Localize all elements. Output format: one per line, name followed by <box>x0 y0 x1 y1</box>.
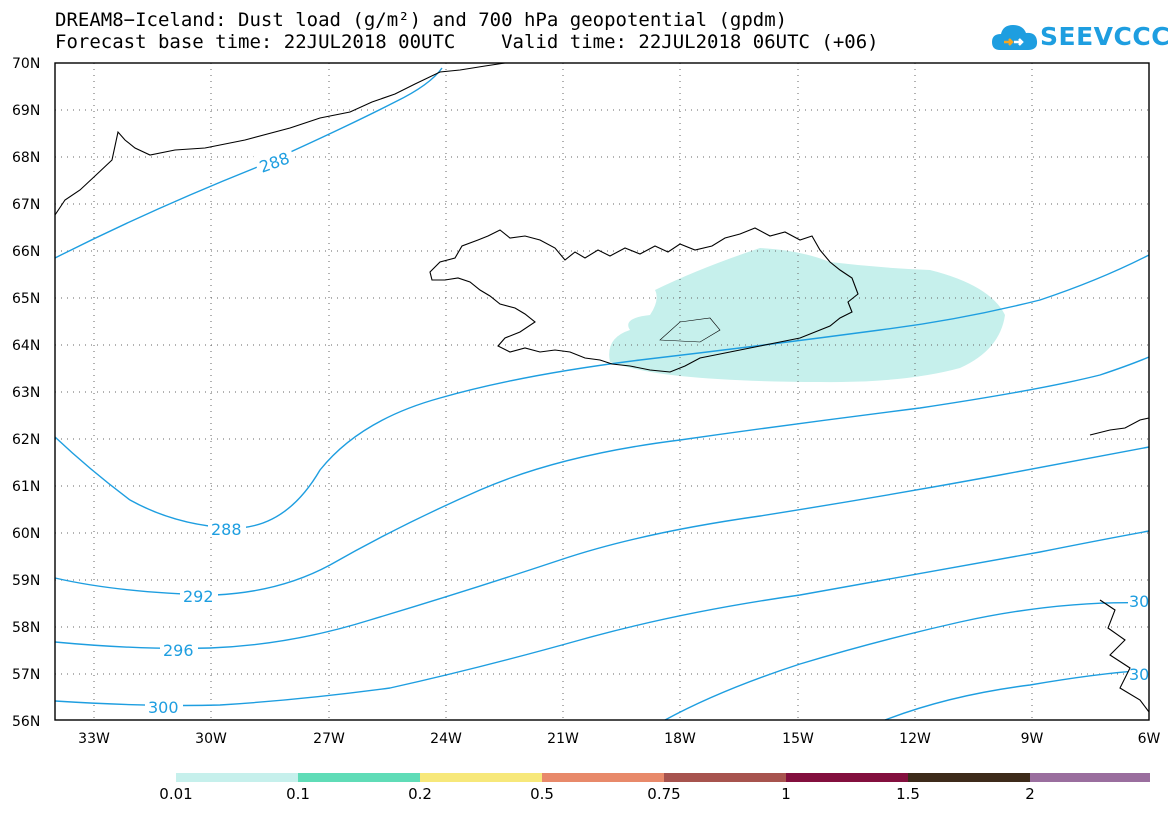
lat-label: 57N <box>12 667 40 683</box>
colorbar-swatch <box>908 773 1030 782</box>
lat-label: 67N <box>12 197 40 213</box>
lon-label: 21W <box>547 731 579 747</box>
lat-label: 56N <box>12 714 40 730</box>
colorbar-swatch <box>542 773 664 782</box>
contour-label: 292 <box>183 587 214 606</box>
colorbar-label: 1 <box>781 785 791 803</box>
graticule <box>55 63 1149 720</box>
cloud-logo-icon <box>992 25 1038 50</box>
lon-label: 15W <box>782 731 814 747</box>
colorbar-label: 2 <box>1025 785 1035 803</box>
map-title: DREAM8−Iceland: Dust load (g/m²) and 700… <box>55 9 788 31</box>
colorbar-swatch <box>420 773 542 782</box>
colorbar-swatch <box>664 773 786 782</box>
greenland-coast <box>54 62 506 216</box>
lat-label: 64N <box>12 338 40 354</box>
lat-label: 69N <box>12 103 40 119</box>
colorbar-swatch <box>176 773 298 782</box>
lat-label: 59N <box>12 573 40 589</box>
lat-label: 62N <box>12 432 40 448</box>
contour-label: 300 <box>148 698 179 717</box>
iceland-coast <box>429 227 859 373</box>
lon-label: 33W <box>78 731 110 747</box>
logo-text: SEEVCCC <box>1040 22 1171 51</box>
dust-area <box>609 248 1005 383</box>
lon-label: 12W <box>899 731 931 747</box>
contour-labels: 288 288 292 296 300 30 30 <box>145 144 1149 717</box>
map-subtitle: Forecast base time: 22JUL2018 00UTC Vali… <box>55 31 879 53</box>
latitude-labels: 70N 69N 68N 67N 66N 65N 64N 63N 62N 61N … <box>12 56 40 730</box>
colorbar-labels: 0.01 0.1 0.2 0.5 0.75 1 1.5 2 <box>159 785 1034 803</box>
colorbar-label: 0.75 <box>647 785 680 803</box>
colorbar-label: 0.1 <box>286 785 310 803</box>
contour-label: 30 <box>1129 592 1149 611</box>
lon-label: 6W <box>1138 731 1161 747</box>
lon-label: 24W <box>430 731 462 747</box>
colorbar-swatch <box>298 773 420 782</box>
lat-label: 65N <box>12 291 40 307</box>
coastlines <box>54 62 1150 713</box>
colorbar-label: 1.5 <box>896 785 920 803</box>
longitude-labels: 33W 30W 27W 24W 21W 18W 15W 12W 9W 6W <box>78 731 1160 747</box>
lon-label: 18W <box>664 731 696 747</box>
contour-label: 30 <box>1129 665 1149 684</box>
lat-label: 61N <box>12 479 40 495</box>
colorbar <box>176 773 1150 782</box>
colorbar-swatch <box>786 773 908 782</box>
colorbar-label: 0.2 <box>408 785 432 803</box>
geopotential-contours <box>54 67 1150 721</box>
contour-label: 296 <box>163 641 194 660</box>
map-frame <box>54 62 1150 721</box>
colorbar-label: 0.01 <box>159 785 192 803</box>
lon-label: 9W <box>1021 731 1044 747</box>
lat-label: 70N <box>12 56 40 72</box>
lon-label: 27W <box>313 731 345 747</box>
lon-label: 30W <box>195 731 227 747</box>
lat-label: 66N <box>12 244 40 260</box>
lat-label: 58N <box>12 620 40 636</box>
scotland-coast <box>1089 417 1150 713</box>
lat-label: 60N <box>12 526 40 542</box>
colorbar-label: 0.5 <box>530 785 554 803</box>
contour-label: 288 <box>257 148 292 176</box>
colorbar-swatch <box>1030 773 1150 782</box>
contour-label: 288 <box>211 520 242 539</box>
lat-label: 68N <box>12 150 40 166</box>
lat-label: 63N <box>12 385 40 401</box>
